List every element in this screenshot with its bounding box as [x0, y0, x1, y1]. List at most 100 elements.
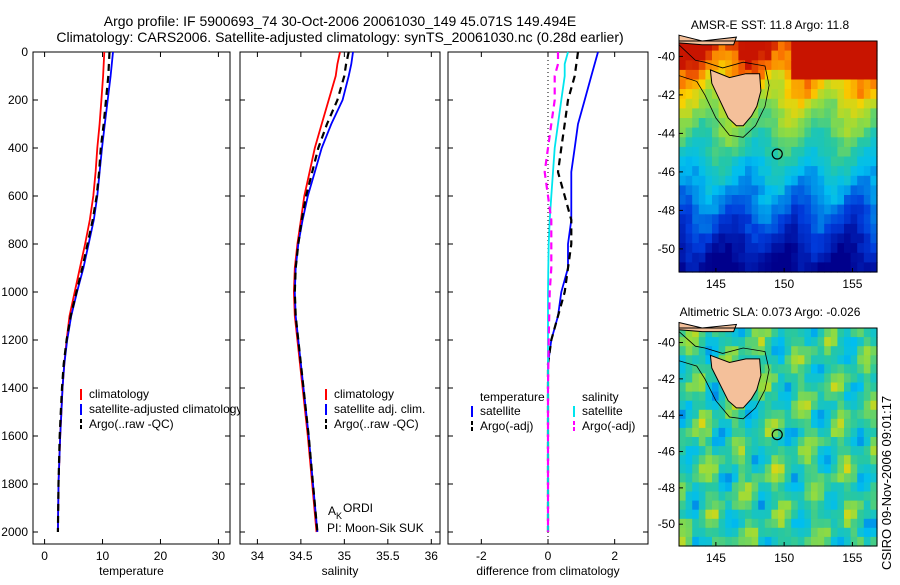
sla-map-cell [830, 382, 838, 393]
sla-map-cell [685, 455, 693, 465]
sst-map-cell [863, 79, 871, 90]
sst-map-cell [685, 195, 693, 206]
sst-map-cell [804, 195, 812, 206]
sst-map-cell [844, 166, 852, 177]
sla-map-cell [784, 437, 792, 447]
sla-map-cell [731, 536, 739, 547]
sla-map-cell [718, 437, 726, 447]
sst-map-cell [791, 223, 799, 235]
sla-map-cell [731, 455, 739, 465]
sst-map-cell [738, 252, 746, 263]
sst-map-cell [830, 146, 838, 158]
sst-map-cell [725, 60, 733, 71]
sst-map-cell [751, 127, 759, 138]
sla-map-cell [679, 382, 687, 393]
sst-map-cell [863, 204, 871, 215]
sst-map-cell [758, 156, 766, 167]
sla-map-cell [764, 373, 772, 384]
sla-map-cell [824, 382, 832, 393]
sst-map-cell [698, 98, 706, 109]
sst-map-cell [718, 156, 726, 167]
sla-map-cell [771, 418, 779, 429]
sla-map-cell [811, 364, 819, 374]
sla-map-cell [850, 346, 858, 356]
sst-map-cell [698, 118, 706, 129]
sla-map-cell [824, 491, 832, 502]
sla-map-cell [685, 473, 693, 483]
sst-map-cell [679, 223, 687, 235]
sla-map-cell [811, 337, 819, 347]
sst-map-cell [837, 252, 845, 263]
sst-map-cell [850, 50, 858, 61]
sst-map-cell [791, 252, 799, 263]
sst-map-cell [863, 223, 871, 235]
creation-stamp: CSIRO 09-Nov-2006 09:01:17 [879, 396, 894, 570]
sla-map-cell [797, 527, 805, 538]
sla-map-cell [778, 364, 786, 374]
sla-map-cell [830, 482, 838, 493]
sst-map-ytick-label: -42 [658, 88, 676, 102]
sst-map-cell [791, 98, 799, 109]
sst-map-cell [791, 185, 799, 196]
sla-map-cell [811, 473, 819, 483]
sst-map-cell [870, 137, 878, 148]
sla-map-cell [784, 355, 792, 365]
sla-map-cell [764, 355, 772, 365]
sla-map-cell [804, 491, 812, 502]
sst-map-cell [863, 185, 871, 196]
sst-map-cell [870, 243, 878, 254]
sst-map-cell [811, 175, 819, 186]
sla-map-cell [830, 373, 838, 384]
sst-map-cell [784, 60, 792, 71]
sla-map-cell [778, 536, 786, 547]
sst-map-cell [797, 175, 805, 186]
sla-map-cell [685, 364, 693, 374]
sst-map-cell [817, 195, 825, 206]
sla-map-cell [738, 418, 746, 429]
sla-map-field [679, 328, 878, 547]
sla-map-cell [837, 455, 845, 465]
sla-map-cell [712, 400, 720, 411]
sla-map-cell [751, 518, 759, 529]
sst-map-cell [824, 118, 832, 129]
sla-map-cell [679, 446, 687, 456]
sst-map-cell [685, 166, 693, 177]
sla-map-cell [725, 355, 733, 365]
sst-map-cell [797, 108, 805, 119]
sst-map-cell [718, 50, 726, 61]
sla-map-cell [685, 427, 693, 438]
sla-map-cell [751, 509, 759, 520]
sst-map-cell [712, 127, 720, 138]
sla-map-cell [679, 409, 687, 420]
sst-map-cell [705, 50, 713, 61]
sst-map-cell [705, 233, 713, 244]
sst-map-cell [791, 175, 799, 186]
sst-map-cell [685, 79, 693, 90]
sst-map-cell [797, 50, 805, 61]
sst-map-cell [685, 252, 693, 263]
sla-map-cell [804, 355, 812, 365]
sst-map-cell [817, 89, 825, 100]
sla-map-cell [725, 337, 733, 347]
sst-map-cell [692, 89, 700, 100]
sst-map-cell [804, 137, 812, 148]
sst-map-cell [870, 252, 878, 263]
sla-map-cell [824, 409, 832, 420]
sla-map-cell [850, 536, 858, 547]
sst-map-cell [870, 127, 878, 138]
sst-map-cell [698, 127, 706, 138]
sla-map-cell [712, 391, 720, 402]
sst-map-cell [870, 204, 878, 215]
sst-map-cell [751, 223, 759, 235]
sst-map-cell [685, 137, 693, 148]
sla-map-cell [731, 427, 739, 438]
sst-map-cell [718, 127, 726, 138]
sla-map-cell [837, 473, 845, 483]
sst-map-cell [751, 60, 759, 71]
sst-map-cell [863, 41, 871, 52]
sst-map-cell [778, 252, 786, 263]
sla-map-cell [778, 518, 786, 529]
sla-map-cell [771, 437, 779, 447]
sla-map-cell [857, 455, 865, 465]
sst-map-cell [771, 262, 779, 273]
